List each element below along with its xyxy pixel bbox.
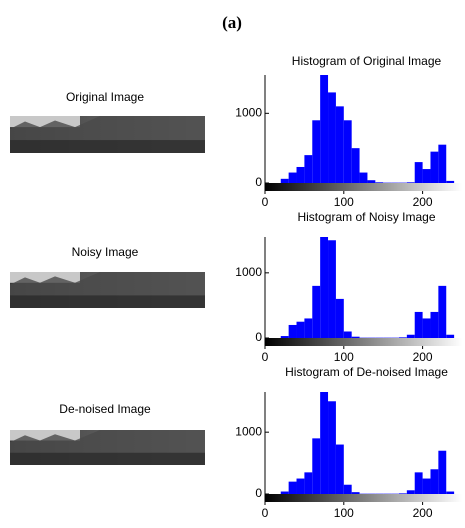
bar xyxy=(297,479,305,494)
bar xyxy=(281,492,289,494)
x-tick-label: 200 xyxy=(413,195,433,209)
bar xyxy=(446,335,454,338)
bar xyxy=(399,337,407,338)
chart-title: Histogram of De-noised Image xyxy=(285,365,448,379)
bar xyxy=(344,120,352,183)
x-tick-label: 0 xyxy=(262,195,269,209)
bar xyxy=(446,492,454,494)
y-tick-label: 1000 xyxy=(235,105,262,119)
bar xyxy=(312,438,320,494)
bar xyxy=(328,401,336,494)
bar xyxy=(399,493,407,494)
bar xyxy=(360,173,368,183)
bar xyxy=(281,336,289,338)
bar xyxy=(446,181,454,183)
bar xyxy=(297,322,305,338)
x-tick-label: 0 xyxy=(262,506,269,520)
bar xyxy=(344,331,352,338)
bar xyxy=(336,445,344,494)
x-tick-label: 100 xyxy=(334,506,354,520)
bar xyxy=(423,479,431,494)
bar xyxy=(438,451,446,494)
colorbar xyxy=(265,183,462,191)
bar xyxy=(415,312,423,338)
y-tick-label: 1000 xyxy=(235,265,262,279)
image-title: Original Image xyxy=(66,90,144,104)
bar xyxy=(320,392,328,494)
x-tick-label: 0 xyxy=(262,350,269,364)
bar xyxy=(352,148,360,183)
bar xyxy=(312,286,320,338)
bar xyxy=(352,492,360,494)
figure: (a) Original Image Noisy Image De-noised I… xyxy=(0,0,465,523)
y-tick-label: 1000 xyxy=(235,424,262,438)
y-tick-label: 0 xyxy=(255,175,262,189)
image xyxy=(10,116,205,153)
bar xyxy=(367,180,375,183)
bar xyxy=(289,325,297,338)
bar xyxy=(375,182,383,183)
bar xyxy=(407,182,415,183)
image-title: Noisy Image xyxy=(72,245,139,259)
bar xyxy=(289,482,297,494)
bar xyxy=(438,286,446,338)
bar xyxy=(407,490,415,494)
bar xyxy=(336,299,344,338)
bar xyxy=(430,152,438,183)
bar xyxy=(415,472,423,494)
image xyxy=(10,272,205,308)
x-tick-label: 100 xyxy=(334,195,354,209)
bar xyxy=(312,120,320,183)
x-tick-label: 200 xyxy=(413,350,433,364)
bar xyxy=(352,337,360,338)
colorbar xyxy=(265,494,462,502)
x-tick-label: 100 xyxy=(334,350,354,364)
image-ground xyxy=(10,295,205,308)
y-tick-label: 0 xyxy=(255,330,262,344)
bar xyxy=(304,155,312,183)
bar xyxy=(430,312,438,338)
bar xyxy=(344,485,352,494)
bar xyxy=(320,237,328,338)
image-ground xyxy=(10,140,205,153)
bar xyxy=(328,92,336,183)
image-title: De-noised Image xyxy=(59,402,151,416)
bar xyxy=(320,75,328,183)
bar xyxy=(281,179,289,183)
bar xyxy=(289,173,297,183)
x-tick-label: 200 xyxy=(413,506,433,520)
image xyxy=(10,430,205,465)
bar xyxy=(423,318,431,338)
bar xyxy=(438,145,446,183)
chart-title: Histogram of Original Image xyxy=(292,54,442,68)
bar xyxy=(415,162,423,183)
bar xyxy=(423,169,431,183)
panel-label: (a) xyxy=(222,13,242,32)
bar xyxy=(328,240,336,338)
bar xyxy=(407,335,415,338)
bar xyxy=(304,318,312,338)
bar xyxy=(336,106,344,183)
colorbar xyxy=(265,338,462,346)
bar xyxy=(304,472,312,494)
y-tick-label: 0 xyxy=(255,486,262,500)
bar xyxy=(297,167,305,183)
chart-title: Histogram of Noisy Image xyxy=(297,210,435,224)
image-ground xyxy=(10,453,205,465)
bar xyxy=(430,469,438,494)
